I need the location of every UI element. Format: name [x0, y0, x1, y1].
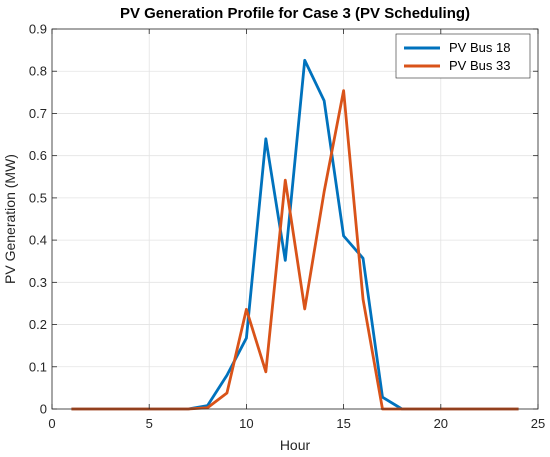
grid-lines	[51, 28, 539, 410]
chart-title: PV Generation Profile for Case 3 (PV Sch…	[120, 5, 470, 22]
series-line-pv-bus-18	[71, 58, 519, 411]
axis-ticks: 0 5 10 15 20 25 0 0.1 0.2 0.3 0.4 0.5 0.6 0.7 0.8 0.9	[29, 22, 545, 432]
x-tick-label: 0	[48, 416, 55, 431]
legend-label-pv-bus-18: PV Bus 18	[449, 40, 510, 55]
plot-area-border	[51, 28, 539, 410]
legend-label-pv-bus-33: PV Bus 33	[449, 58, 510, 73]
y-tick-label: 0.6	[29, 148, 47, 163]
y-tick-label: 0.4	[29, 233, 47, 248]
y-tick-label: 0.5	[29, 190, 47, 205]
x-axis-label: Hour	[280, 437, 311, 453]
series-layer	[71, 58, 519, 411]
y-tick-label: 0	[40, 402, 47, 417]
y-tick-label: 0.2	[29, 317, 47, 332]
y-tick-label: 0.8	[29, 64, 47, 79]
y-tick-label: 0.7	[29, 106, 47, 121]
x-tick-label: 15	[336, 416, 350, 431]
y-axis-label: PV Generation (MW)	[2, 154, 18, 284]
series-line-pv-bus-33	[71, 89, 519, 411]
x-tick-label: 25	[531, 416, 545, 431]
y-tick-label: 0.1	[29, 359, 47, 374]
y-tick-label: 0.9	[29, 22, 47, 37]
x-tick-label: 20	[434, 416, 448, 431]
x-tick-label: 10	[239, 416, 253, 431]
legend-box	[395, 33, 531, 79]
y-tick-label: 0.3	[29, 275, 47, 290]
x-tick-label: 5	[146, 416, 153, 431]
legend: PV Bus 18 PV Bus 33	[395, 33, 531, 79]
